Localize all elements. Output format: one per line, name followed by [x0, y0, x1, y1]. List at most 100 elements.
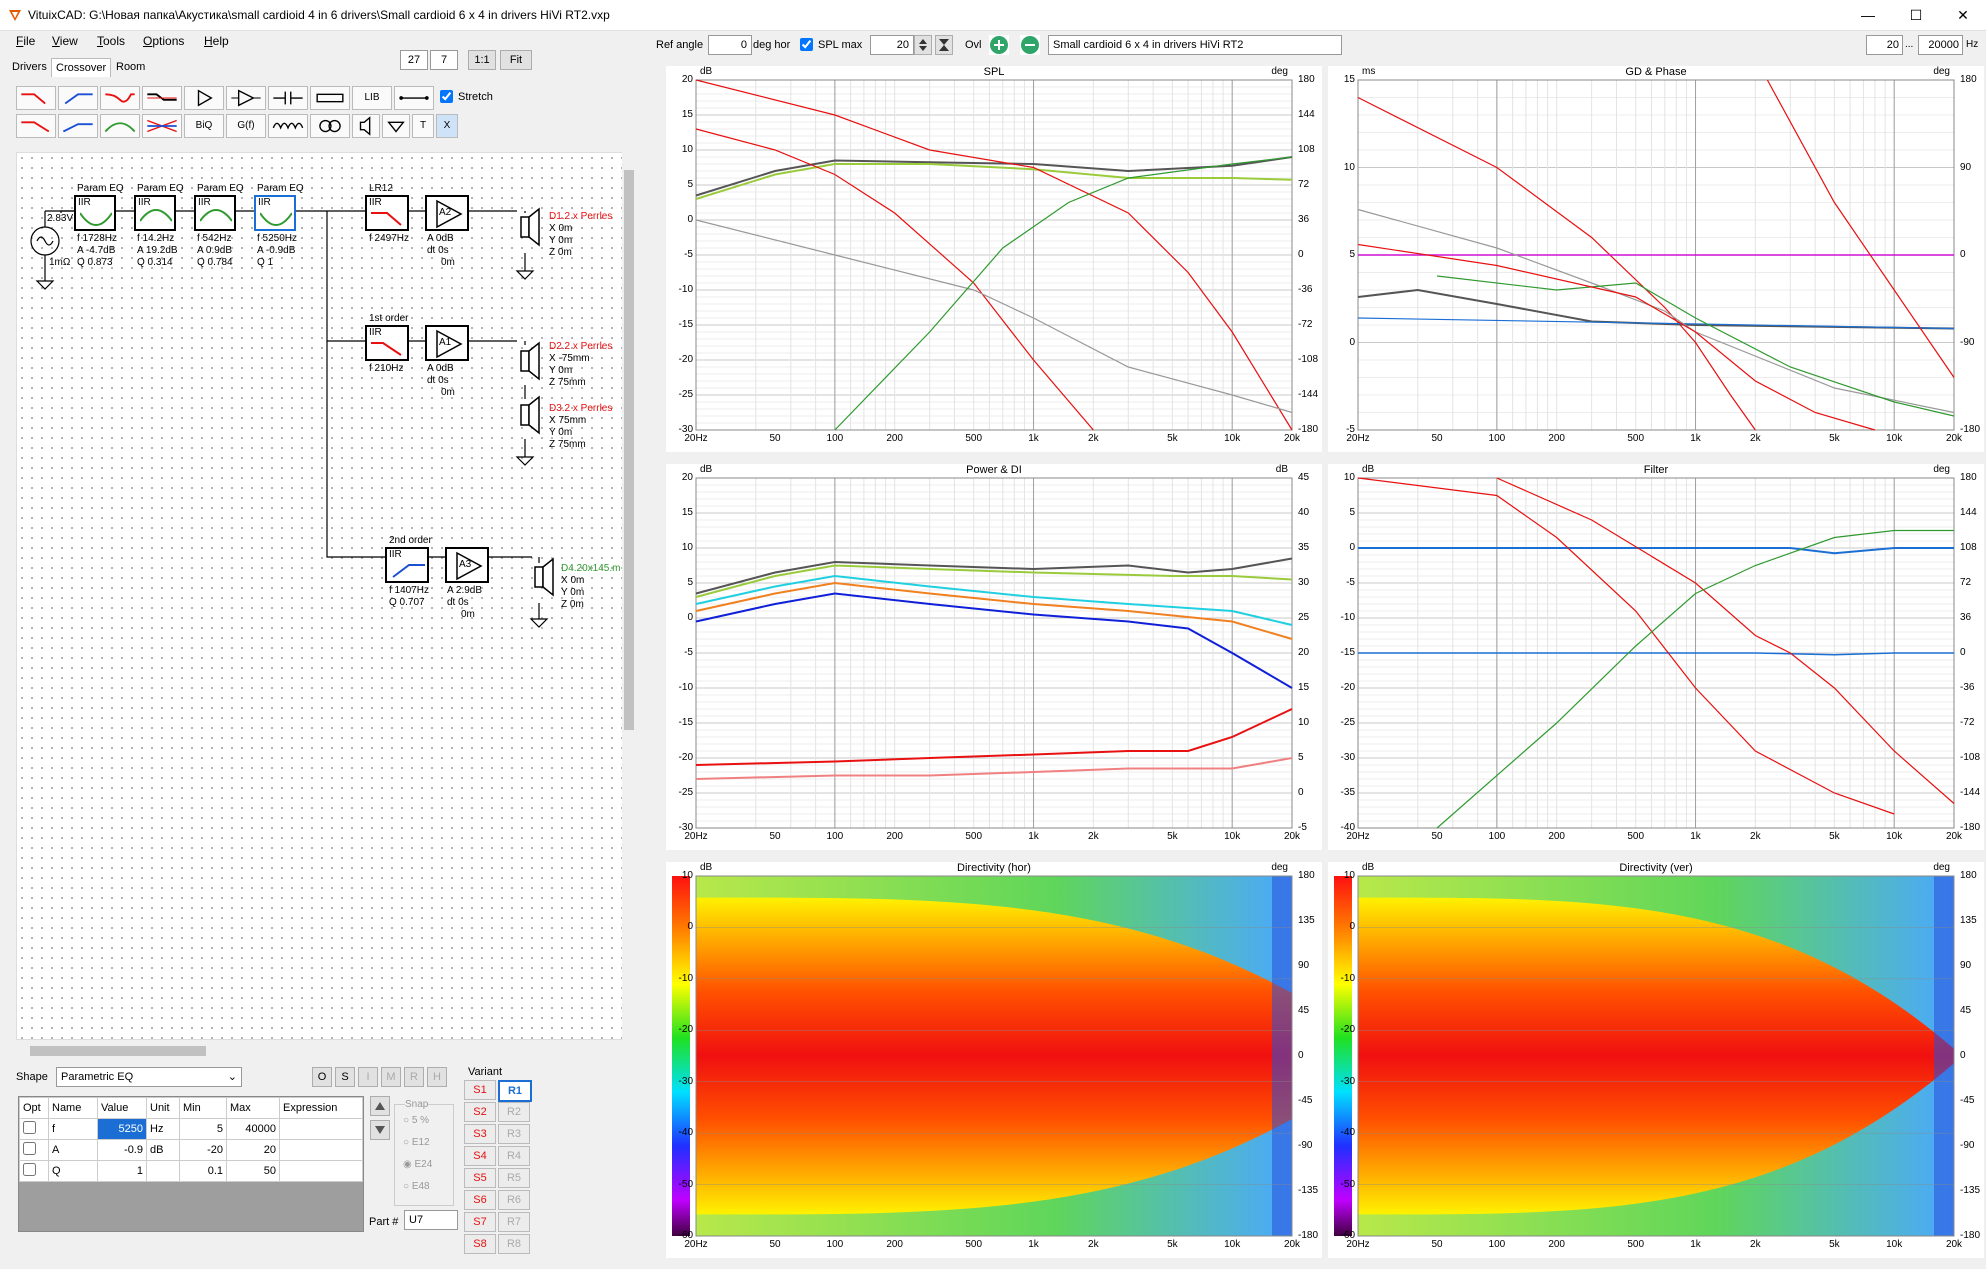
- lowpass-1st-tool[interactable]: [16, 86, 56, 110]
- branch3-filter-block[interactable]: IIR: [385, 547, 429, 583]
- spl-auto-button[interactable]: [935, 35, 953, 55]
- highpass-2nd-tool[interactable]: [58, 114, 98, 138]
- gd-graph[interactable]: GD & Phase ms deg 15 10 5 0 -5 180 90 0 -90 -180 20Hz…: [1328, 66, 1984, 452]
- opt-checkbox[interactable]: [23, 1121, 36, 1134]
- menu-help[interactable]: Help: [204, 34, 229, 48]
- wire-tool[interactable]: [394, 86, 434, 110]
- param-value-input[interactable]: 1: [97, 1160, 147, 1182]
- notch-tool[interactable]: [100, 86, 140, 110]
- lowpass-2nd-tool[interactable]: [16, 114, 56, 138]
- library-tool[interactable]: LIB: [352, 86, 392, 110]
- transformer-tool[interactable]: [310, 114, 350, 138]
- spl-max-checkbox[interactable]: [800, 38, 813, 51]
- param-value-input[interactable]: -0.9: [97, 1139, 147, 1161]
- spl-graph[interactable]: SPL dB deg 20 15 10 5 0 -5 -10 -15 -20 -25 -30 180 144 1…: [666, 66, 1322, 452]
- tab-crossover[interactable]: Crossover: [51, 58, 112, 77]
- param-min-input[interactable]: 0.1: [179, 1160, 227, 1182]
- shape-select[interactable]: Parametric EQ ⌄: [56, 1067, 242, 1087]
- bandpass-tool[interactable]: [100, 114, 140, 138]
- stretch-checkbox[interactable]: [440, 90, 453, 103]
- ref-angle-input[interactable]: 0: [708, 35, 752, 55]
- variant-s8-button[interactable]: S8: [464, 1234, 496, 1254]
- minimize-button[interactable]: —: [1861, 7, 1875, 23]
- mode-m-button[interactable]: M: [381, 1067, 401, 1087]
- variant-r4-button[interactable]: R4: [498, 1146, 530, 1166]
- dir-hor-graph[interactable]: Directivity (hor) dB deg 10 0 -10 -20 -30 -40 -50…: [666, 862, 1322, 1258]
- delete-tool[interactable]: X: [436, 114, 458, 138]
- spl-max-input[interactable]: 20: [870, 35, 914, 55]
- crossover-schematic[interactable]: 2.83V 1mΩ Param EQ IIR f 1728Hz A -4.7dB…: [16, 152, 624, 1040]
- snap-option-5pct[interactable]: ○ 5 %: [403, 1115, 430, 1126]
- param-max-input[interactable]: 50: [226, 1160, 280, 1182]
- allpass-tool[interactable]: [142, 114, 182, 138]
- menu-view[interactable]: View: [52, 34, 78, 48]
- snap-option-e48[interactable]: ○ E48: [403, 1181, 430, 1192]
- value-down-button[interactable]: [370, 1120, 390, 1140]
- opt-checkbox[interactable]: [23, 1163, 36, 1176]
- variant-r3-button[interactable]: R3: [498, 1124, 530, 1144]
- biquad-tool[interactable]: BiQ: [184, 114, 224, 138]
- ground-tool[interactable]: [382, 114, 410, 138]
- variant-s6-button[interactable]: S6: [464, 1190, 496, 1210]
- branch1-amp-block[interactable]: A2: [425, 195, 469, 231]
- variant-r8-button[interactable]: R8: [498, 1234, 530, 1254]
- param-max-input[interactable]: 20: [226, 1139, 280, 1161]
- variant-s2-button[interactable]: S2: [464, 1102, 496, 1122]
- highpass-1st-tool[interactable]: [58, 86, 98, 110]
- filter-graph[interactable]: Filter dB deg 10 5 0 -5 -10 -15 -20 -25 -30 -35 -40 18…: [1328, 464, 1984, 850]
- branch2-filter-block[interactable]: IIR: [365, 325, 409, 361]
- zoom-1to1-button[interactable]: 1:1: [468, 50, 496, 70]
- opt-checkbox[interactable]: [23, 1142, 36, 1155]
- value-up-button[interactable]: [370, 1096, 390, 1116]
- variant-r7-button[interactable]: R7: [498, 1212, 530, 1232]
- branch1-filter-block[interactable]: IIR: [365, 195, 409, 231]
- spl-spinner-button[interactable]: [914, 35, 932, 55]
- speaker-tool[interactable]: [352, 114, 380, 138]
- remove-overlay-button[interactable]: [1020, 35, 1040, 55]
- capacitor-tool[interactable]: [268, 86, 308, 110]
- param-expression-input[interactable]: [279, 1118, 363, 1140]
- schematic-horizontal-scrollbar[interactable]: [16, 1044, 622, 1058]
- part-number-input[interactable]: U7: [404, 1210, 458, 1230]
- mode-s-button[interactable]: S: [335, 1067, 355, 1087]
- variant-s7-button[interactable]: S7: [464, 1212, 496, 1232]
- power-graph[interactable]: Power & DI dB dB 20 15 10 5 0 -5 -10 -15 -20 -25 -30 4…: [666, 464, 1322, 850]
- variant-r2-button[interactable]: R2: [498, 1102, 530, 1122]
- freq-min-input[interactable]: 20: [1866, 35, 1903, 55]
- param-expression-input[interactable]: [279, 1139, 363, 1161]
- close-button[interactable]: ✕: [1957, 7, 1969, 23]
- maximize-button[interactable]: ☐: [1909, 7, 1923, 23]
- variant-s4-button[interactable]: S4: [464, 1146, 496, 1166]
- schematic-vertical-scrollbar[interactable]: [622, 150, 636, 1040]
- transfer-function-tool[interactable]: G(f): [226, 114, 266, 138]
- variant-s3-button[interactable]: S3: [464, 1124, 496, 1144]
- param-expression-input[interactable]: [279, 1160, 363, 1182]
- table-row[interactable]: A -0.9 dB -20 20: [19, 1139, 363, 1161]
- table-row[interactable]: Q 1 0.1 50: [19, 1160, 363, 1182]
- variant-s1-button[interactable]: S1: [464, 1080, 496, 1100]
- menu-tools[interactable]: Tools: [97, 34, 126, 48]
- opamp-tool[interactable]: [226, 86, 266, 110]
- driver3-name[interactable]: D3.2 x Perrles: [549, 403, 613, 414]
- menu-options[interactable]: Options: [143, 34, 185, 48]
- dir-ver-graph[interactable]: Directivity (ver) dB deg 10 0 -10 -20 -30 -40 -50…: [1328, 862, 1984, 1258]
- param-min-input[interactable]: 5: [179, 1118, 227, 1140]
- snap-option-e24[interactable]: ◉ E24: [403, 1159, 433, 1170]
- freq-max-input[interactable]: 20000: [1918, 35, 1963, 55]
- mode-r-button[interactable]: R: [404, 1067, 424, 1087]
- table-row[interactable]: f 5250 Hz 5 40000: [19, 1118, 363, 1140]
- variant-r5-button[interactable]: R5: [498, 1168, 530, 1188]
- param-value-input[interactable]: 5250: [97, 1118, 147, 1140]
- variant-r1-button[interactable]: R1: [498, 1080, 532, 1102]
- variant-r6-button[interactable]: R6: [498, 1190, 530, 1210]
- mode-o-button[interactable]: O: [312, 1067, 332, 1087]
- driver1-name[interactable]: D1.2 x Perrles: [549, 211, 613, 222]
- mode-h-button[interactable]: H: [427, 1067, 447, 1087]
- add-overlay-button[interactable]: [989, 35, 1009, 55]
- zoom-fit-button[interactable]: Fit: [500, 50, 532, 70]
- mode-i-button[interactable]: I: [358, 1067, 378, 1087]
- eq4-block-selected[interactable]: IIR: [254, 195, 296, 231]
- zoom-value-a[interactable]: 27: [400, 50, 428, 70]
- inductor-tool[interactable]: [268, 114, 308, 138]
- driver2-name[interactable]: D2.2 x Perrles: [549, 341, 613, 352]
